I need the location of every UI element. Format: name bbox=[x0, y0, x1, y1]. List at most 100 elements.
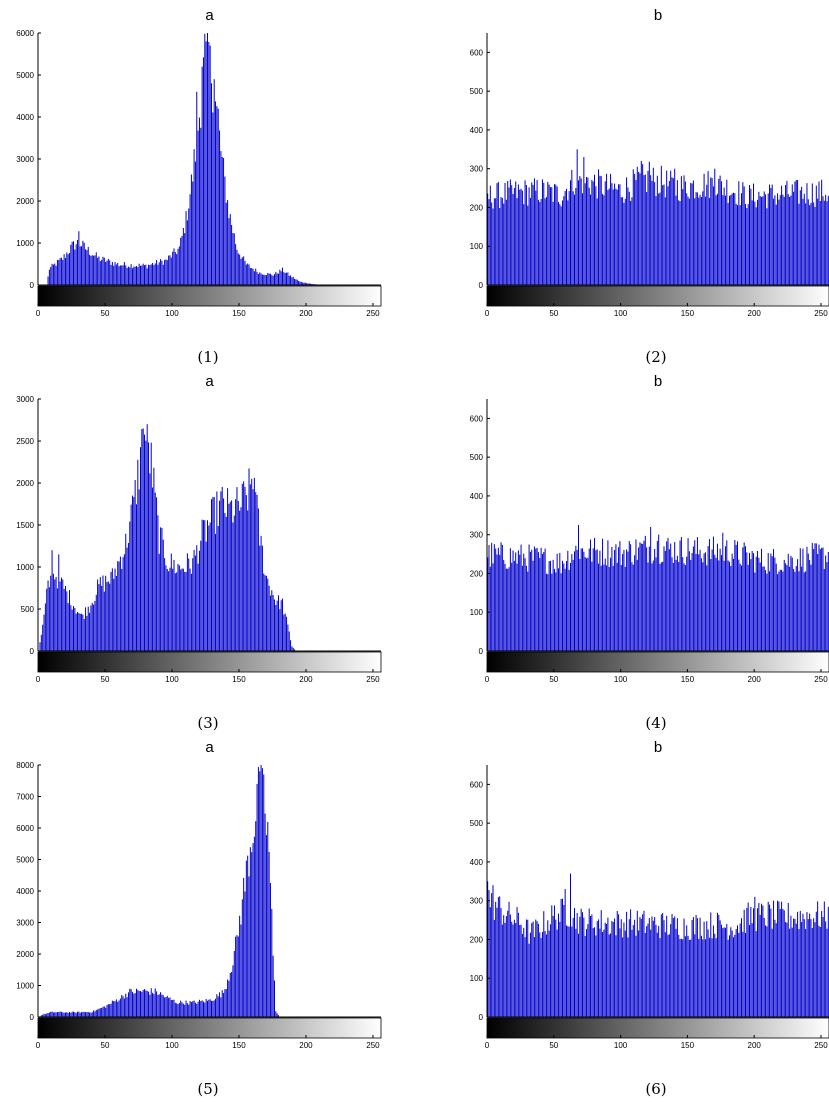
histogram-bar bbox=[559, 204, 561, 285]
histogram-bar bbox=[781, 901, 783, 1017]
histogram-bar bbox=[500, 542, 502, 651]
histogram-bar bbox=[219, 130, 221, 285]
histogram-bar bbox=[606, 923, 608, 1017]
histogram-bar bbox=[783, 910, 785, 1017]
histogram-bar bbox=[608, 567, 610, 651]
histogram-bar bbox=[78, 1011, 80, 1017]
histogram-bar bbox=[606, 173, 608, 285]
histogram-bar bbox=[571, 169, 573, 285]
histogram-bar bbox=[68, 1012, 70, 1017]
histogram-bar bbox=[129, 988, 131, 1017]
histogram-bar bbox=[235, 244, 237, 285]
histogram-bar bbox=[651, 180, 653, 285]
histogram-bar bbox=[683, 175, 685, 285]
histogram-bar bbox=[539, 932, 541, 1017]
histogram-bar bbox=[584, 183, 586, 285]
histogram-bar bbox=[101, 1008, 103, 1017]
histogram-bar bbox=[73, 241, 74, 285]
histogram-bar bbox=[58, 554, 60, 651]
histogram-bar bbox=[288, 275, 290, 285]
histogram-bar bbox=[244, 260, 246, 285]
histogram-bar bbox=[275, 1011, 277, 1017]
histogram-bar bbox=[59, 1011, 61, 1017]
histogram-bar bbox=[703, 173, 705, 285]
histogram-bar bbox=[286, 616, 288, 651]
histogram-bar bbox=[178, 246, 180, 285]
histogram-bar bbox=[279, 609, 281, 651]
histogram-bar bbox=[152, 992, 154, 1017]
histogram-bar bbox=[287, 624, 289, 651]
histogram-bar bbox=[817, 198, 819, 285]
histogram-bar bbox=[813, 202, 815, 285]
histogram-bar bbox=[174, 1002, 176, 1017]
histogram-bar bbox=[206, 33, 208, 285]
histogram-bar bbox=[269, 595, 271, 651]
histogram-bar bbox=[67, 254, 69, 285]
histogram-bar bbox=[544, 198, 546, 285]
histogram-bar bbox=[817, 554, 819, 651]
histogram-bar bbox=[182, 1003, 184, 1017]
histogram-bar bbox=[75, 613, 77, 651]
histogram-bar bbox=[168, 255, 170, 285]
histogram-bar bbox=[181, 568, 183, 651]
histogram-bar bbox=[206, 520, 208, 651]
histogram-bar bbox=[86, 250, 88, 285]
histogram-bar bbox=[615, 935, 617, 1017]
histogram-bar bbox=[680, 536, 682, 651]
histogram-bar bbox=[683, 918, 685, 1017]
x-tick-label: 100 bbox=[165, 1041, 179, 1050]
histogram-bar bbox=[578, 180, 580, 285]
histogram-bar bbox=[741, 565, 742, 651]
histogram-bar bbox=[813, 918, 815, 1017]
histogram-bar bbox=[763, 566, 765, 651]
histogram-bar bbox=[640, 543, 642, 651]
histogram-bar bbox=[548, 184, 550, 285]
histogram-bar bbox=[628, 191, 630, 285]
histogram-bar bbox=[130, 264, 132, 285]
histogram-bar bbox=[225, 202, 227, 285]
histogram-bar bbox=[827, 906, 829, 1017]
histogram-bar bbox=[670, 170, 672, 285]
histogram-bar bbox=[127, 542, 129, 651]
histogram-bar bbox=[46, 588, 48, 651]
histogram-bar bbox=[567, 550, 569, 651]
histogram-bar bbox=[231, 500, 233, 651]
histogram-bar bbox=[184, 233, 186, 285]
histogram-bar bbox=[152, 487, 154, 651]
histogram-bar bbox=[491, 202, 493, 285]
x-tick-label: 150 bbox=[232, 1041, 246, 1050]
histogram-bar bbox=[172, 251, 174, 285]
histogram-bar bbox=[567, 200, 569, 285]
histogram-bar bbox=[77, 240, 79, 285]
histogram-bar bbox=[793, 568, 795, 651]
histogram-bar bbox=[60, 577, 62, 651]
histogram-bar bbox=[137, 990, 139, 1017]
x-tick-label: 150 bbox=[681, 675, 695, 684]
x-tick-label: 200 bbox=[748, 675, 762, 684]
histogram-bar bbox=[166, 568, 168, 651]
histogram-bar bbox=[684, 936, 686, 1017]
histogram-bar bbox=[600, 565, 602, 651]
y-tick-label: 0 bbox=[30, 647, 35, 656]
histogram-bar bbox=[192, 558, 194, 651]
histogram-bar bbox=[778, 571, 780, 651]
histogram-bar bbox=[241, 483, 243, 651]
x-tick-label: 100 bbox=[165, 309, 179, 318]
histogram-bar bbox=[300, 281, 302, 285]
histogram-bar bbox=[603, 929, 605, 1017]
histogram-bar bbox=[131, 991, 133, 1017]
histogram-bar bbox=[771, 928, 773, 1017]
histogram-bar bbox=[582, 912, 584, 1017]
histogram-bar bbox=[247, 510, 249, 651]
histogram-bar bbox=[551, 905, 553, 1017]
histogram-bar bbox=[805, 203, 807, 285]
histogram-bar bbox=[731, 930, 733, 1017]
histogram-bar bbox=[235, 499, 237, 651]
histogram-bar bbox=[77, 612, 79, 651]
histogram-bar bbox=[779, 909, 781, 1017]
x-tick-label: 200 bbox=[748, 1041, 762, 1050]
histogram-bar bbox=[535, 548, 537, 651]
histogram-bar bbox=[71, 609, 73, 651]
histogram-bar bbox=[565, 188, 567, 285]
histogram-bar bbox=[587, 557, 589, 651]
